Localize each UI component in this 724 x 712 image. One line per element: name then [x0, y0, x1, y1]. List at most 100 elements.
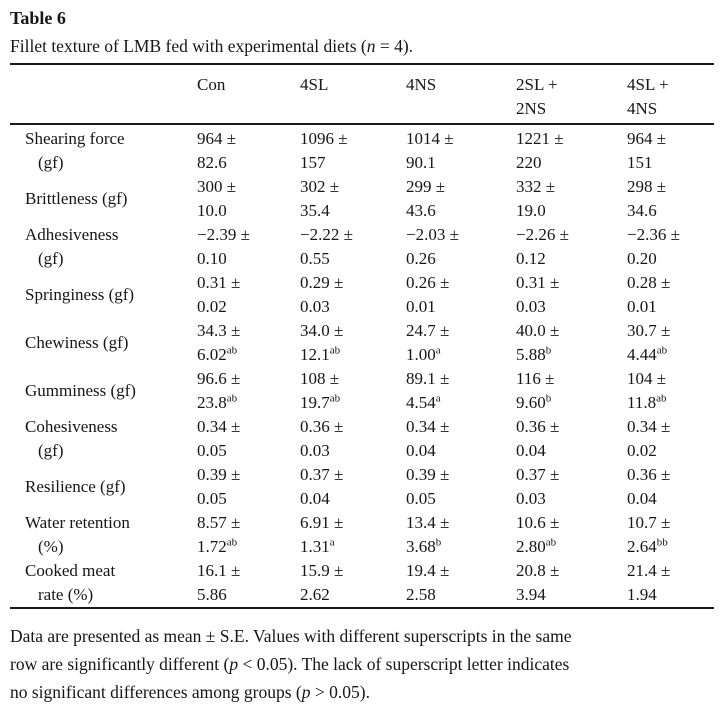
se-value: 6.02ab	[197, 343, 300, 367]
value-cell: 0.28 ± 0.01	[627, 271, 714, 319]
value-cell: 6.91 ± 1.31a	[300, 511, 406, 559]
se-number: 1.72	[197, 537, 227, 556]
se-number: 0.55	[300, 249, 330, 268]
value-cell: 21.4 ± 1.94	[627, 559, 714, 607]
value-cell: 0.34 ± 0.02	[627, 415, 714, 463]
mean-value: 1096 ±	[300, 129, 348, 148]
se-value: 0.05	[197, 439, 300, 463]
row-label-line: Cohesiveness	[25, 417, 118, 436]
se-value: 0.12	[516, 247, 627, 271]
mean-value: 299 ±	[406, 177, 446, 196]
mean-value: −2.36 ±	[627, 225, 680, 244]
value-cell: 0.36 ± 0.04	[516, 415, 627, 463]
se-number: 19.0	[516, 201, 546, 220]
mean-value: 0.26 ±	[406, 273, 450, 292]
se-number: 0.03	[516, 297, 546, 316]
column-header-label: 4SL	[300, 75, 329, 94]
mean-value: 30.7 ±	[627, 321, 671, 340]
significance-superscript: b	[545, 344, 552, 357]
se-number: 2.64	[627, 537, 657, 556]
significance-superscript: a	[435, 344, 441, 357]
se-value: 0.05	[406, 487, 516, 511]
mean-value: 34.3 ±	[197, 321, 241, 340]
significance-superscript: ab	[545, 536, 557, 549]
footnote-italic-p: p	[301, 682, 311, 702]
se-value: 0.55	[300, 247, 406, 271]
value-cell: 8.57 ± 1.72ab	[197, 511, 300, 559]
value-cell: 34.0 ± 12.1ab	[300, 319, 406, 367]
se-value: 0.04	[516, 439, 627, 463]
value-cell: 1014 ± 90.1	[406, 127, 516, 175]
se-number: 0.01	[627, 297, 657, 316]
value-cell: 0.31 ± 0.02	[197, 271, 300, 319]
se-number: 9.60	[516, 393, 546, 412]
se-number: 0.04	[406, 441, 436, 460]
value-cell: −2.36 ± 0.20	[627, 223, 714, 271]
se-value: 0.03	[516, 295, 627, 319]
row-label: Cooked meat rate (%)	[10, 559, 197, 607]
mean-value: 964 ±	[627, 129, 667, 148]
se-number: 4.44	[627, 345, 657, 364]
se-value: 43.6	[406, 199, 516, 223]
se-value: 2.62	[300, 583, 406, 607]
footnote-line: no significant differences among groups …	[10, 678, 714, 706]
value-cell: −2.22 ± 0.55	[300, 223, 406, 271]
significance-superscript: ab	[656, 392, 667, 405]
se-number: 35.4	[300, 201, 330, 220]
se-number: 82.6	[197, 153, 227, 172]
se-value: 19.7ab	[300, 391, 406, 415]
mean-value: 0.39 ±	[197, 465, 241, 484]
header-empty-cell	[10, 73, 197, 121]
value-cell: 302 ± 35.4	[300, 175, 406, 223]
se-number: 11.8	[627, 393, 657, 412]
se-number: 0.26	[406, 249, 436, 268]
row-label: Cohesiveness (gf)	[10, 415, 197, 463]
se-number: 34.6	[627, 201, 657, 220]
mean-value: 10.7 ±	[627, 513, 671, 532]
mean-value: 20.8 ±	[516, 561, 560, 580]
mean-value: 0.36 ±	[300, 417, 344, 436]
value-cell: 964 ± 151	[627, 127, 714, 175]
value-cell: 19.4 ± 2.58	[406, 559, 516, 607]
se-number: 151	[627, 153, 653, 172]
row-label: Adhesiveness (gf)	[10, 223, 197, 271]
row-label: Resilience (gf)	[10, 463, 197, 511]
mean-value: −2.22 ±	[300, 225, 353, 244]
mean-value: 108 ±	[300, 369, 340, 388]
value-cell: 24.7 ± 1.00a	[406, 319, 516, 367]
value-cell: 300 ± 10.0	[197, 175, 300, 223]
row-label-line: Springiness (gf)	[25, 285, 135, 304]
value-cell: −2.39 ± 0.10	[197, 223, 300, 271]
value-cell: 10.7 ± 2.64bb	[627, 511, 714, 559]
se-value: 34.6	[627, 199, 714, 223]
footnote-line: Data are presented as mean ± S.E. Values…	[10, 622, 714, 650]
mean-value: 0.28 ±	[627, 273, 671, 292]
column-header-label2	[406, 97, 516, 121]
se-value: 82.6	[197, 151, 300, 175]
row-label: Chewiness (gf)	[10, 319, 197, 367]
table-row: Shearing force (gf) 964 ± 82.6 1096 ± 157 1014…	[10, 127, 714, 175]
caption-text: Fillet texture of LMB fed with experimen…	[10, 36, 367, 56]
column-header-4sl-4ns: 4SL + 4NS	[627, 73, 714, 121]
mean-value: 96.6 ±	[197, 369, 241, 388]
mean-value: 6.91 ±	[300, 513, 344, 532]
significance-superscript: ab	[329, 392, 341, 405]
significance-superscript: ab	[329, 344, 341, 357]
se-value: 12.1ab	[300, 343, 406, 367]
mean-value: 19.4 ±	[406, 561, 450, 580]
value-cell: 40.0 ± 5.88b	[516, 319, 627, 367]
se-number: 0.01	[406, 297, 436, 316]
value-cell: 116 ± 9.60b	[516, 367, 627, 415]
se-value: 19.0	[516, 199, 627, 223]
value-cell: 0.39 ± 0.05	[197, 463, 300, 511]
value-cell: 964 ± 82.6	[197, 127, 300, 175]
se-value: 0.04	[406, 439, 516, 463]
se-number: 2.62	[300, 585, 330, 604]
mean-value: 10.6 ±	[516, 513, 560, 532]
se-number: 1.00	[406, 345, 436, 364]
value-cell: 89.1 ± 4.54a	[406, 367, 516, 415]
mean-value: 332 ±	[516, 177, 556, 196]
mean-value: 302 ±	[300, 177, 340, 196]
row-label-line: rate (%)	[38, 585, 94, 604]
significance-superscript: b	[545, 392, 552, 405]
